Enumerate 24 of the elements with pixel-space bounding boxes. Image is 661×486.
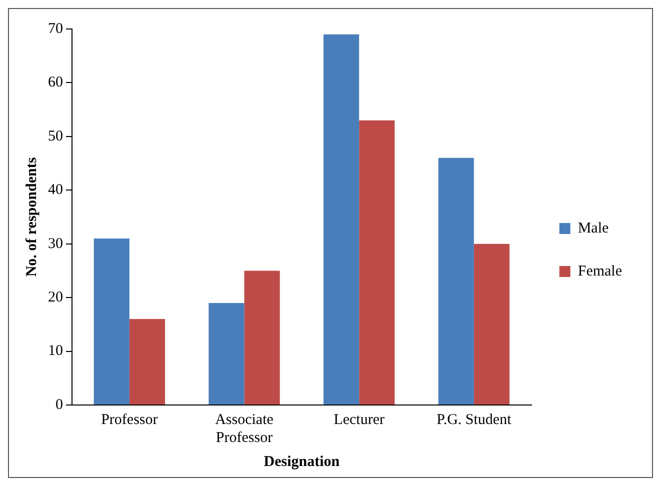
x-tick-label: Professor (101, 412, 158, 428)
bar (244, 270, 280, 404)
y-tick-label: 40 (48, 182, 63, 198)
bar (208, 302, 244, 404)
bar (438, 158, 474, 404)
y-tick-label: 60 (48, 74, 63, 91)
bar (474, 244, 510, 404)
y-tick-label: 10 (48, 343, 63, 360)
legend-label: Male (578, 220, 610, 236)
legend-label: Female (578, 263, 622, 280)
y-tick-label: 30 (48, 236, 63, 252)
bar (359, 120, 395, 404)
y-tick-label: 50 (48, 128, 63, 144)
y-axis-title: No. of respondents (24, 157, 40, 277)
x-tick-label: Lecturer (334, 412, 384, 428)
y-tick-label: 70 (48, 20, 63, 37)
x-tick-label: Associate Professor (215, 412, 274, 446)
x-axis-title: Designation (264, 454, 340, 470)
x-tick-label: P.G. Student (436, 412, 512, 428)
bar (323, 34, 360, 404)
y-tick-label: 0 (56, 396, 63, 413)
bar (129, 319, 166, 404)
bar (94, 238, 130, 404)
y-tick-label: 20 (48, 290, 63, 306)
